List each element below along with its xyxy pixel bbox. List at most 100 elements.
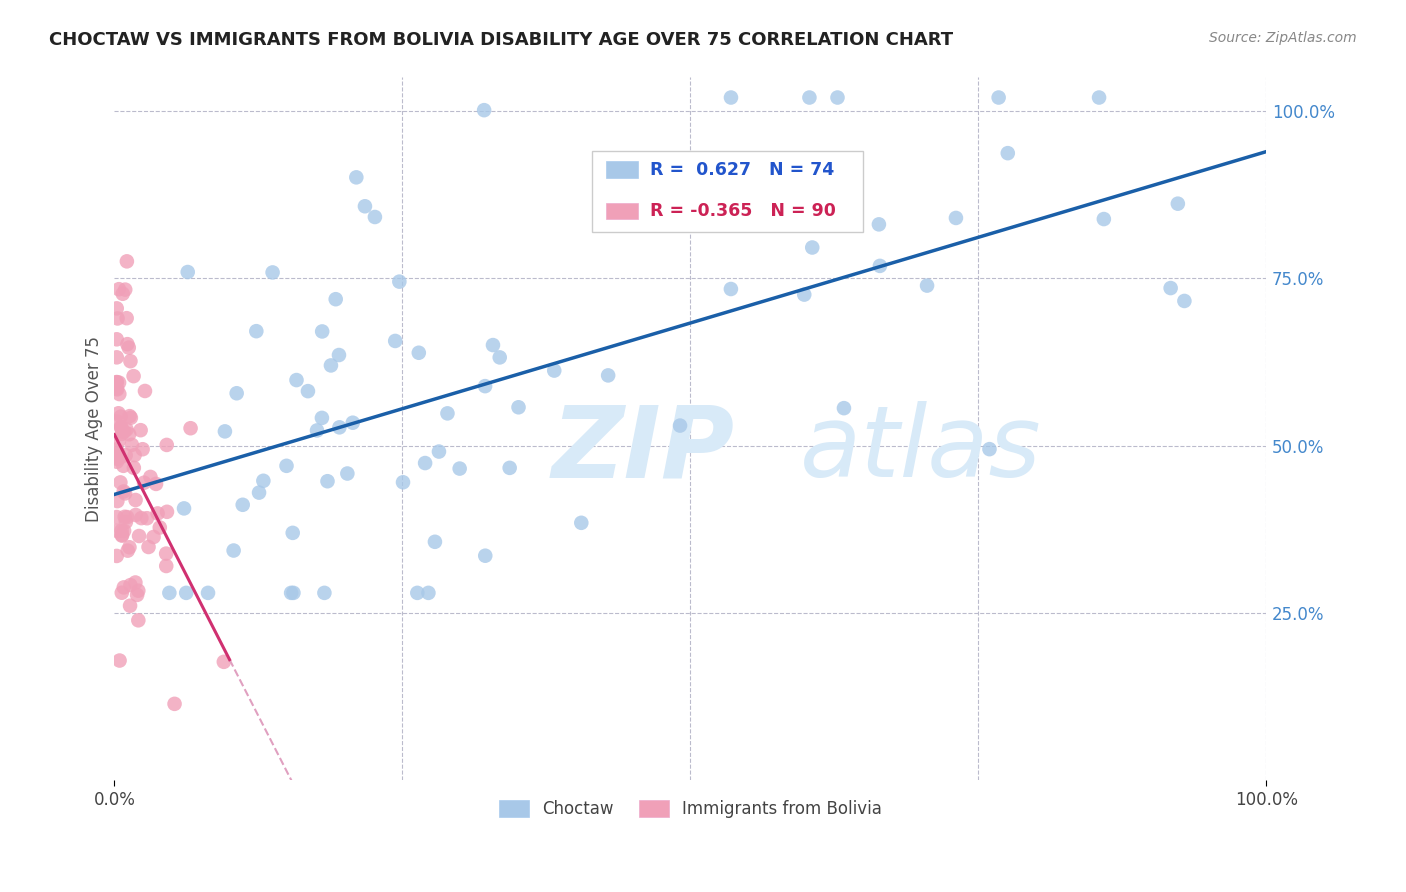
Point	[124, 448, 146, 462]
Point	[146, 507, 169, 521]
Point	[111, 425, 134, 439]
Point	[111, 286, 134, 301]
Point	[115, 311, 138, 326]
Point	[118, 409, 141, 424]
Point	[105, 381, 128, 395]
Point	[120, 410, 142, 425]
Point	[155, 559, 177, 574]
Point	[508, 401, 530, 415]
Text: R = -0.365   N = 90: R = -0.365 N = 90	[650, 202, 837, 220]
Text: atlas: atlas	[800, 401, 1042, 499]
Text: CHOCTAW VS IMMIGRANTS FROM BOLIVIA DISABILITY AGE OVER 75 CORRELATION CHART: CHOCTAW VS IMMIGRANTS FROM BOLIVIA DISAB…	[49, 31, 953, 49]
Point	[118, 541, 141, 555]
Point	[793, 287, 815, 301]
Point	[280, 586, 302, 600]
Point	[122, 369, 145, 384]
Point	[149, 520, 172, 534]
Point	[311, 410, 333, 425]
Text: ZIP: ZIP	[553, 401, 735, 499]
Point	[118, 341, 141, 355]
Point	[297, 384, 319, 398]
Point	[110, 409, 132, 424]
Point	[118, 427, 141, 442]
Point	[108, 450, 131, 465]
Point	[474, 549, 496, 563]
Point	[110, 475, 132, 490]
Point	[105, 494, 128, 508]
Point	[598, 368, 620, 383]
Point	[418, 586, 440, 600]
Point	[108, 387, 131, 401]
Point	[111, 524, 134, 538]
Point	[105, 375, 128, 389]
Point	[129, 423, 152, 437]
Point	[413, 456, 436, 470]
Point	[328, 348, 350, 362]
Point	[115, 422, 138, 436]
Point	[138, 540, 160, 554]
Point	[197, 586, 219, 600]
Point	[482, 338, 505, 352]
Point	[225, 386, 247, 401]
Point	[105, 510, 128, 524]
Point	[114, 486, 136, 500]
Legend: Choctaw, Immigrants from Bolivia: Choctaw, Immigrants from Bolivia	[492, 793, 889, 825]
Point	[384, 334, 406, 348]
Point	[105, 524, 128, 538]
Point	[127, 588, 149, 602]
Point	[247, 485, 270, 500]
Point	[392, 475, 415, 490]
Y-axis label: Disability Age Over 75: Disability Age Over 75	[86, 336, 103, 522]
Point	[801, 240, 824, 254]
Point	[105, 450, 128, 464]
Point	[342, 416, 364, 430]
Point	[336, 467, 359, 481]
Point	[115, 510, 138, 524]
Point	[108, 434, 131, 448]
Point	[163, 697, 186, 711]
Point	[156, 505, 179, 519]
Point	[112, 458, 135, 473]
Point	[105, 455, 128, 469]
Point	[915, 278, 938, 293]
Point	[124, 493, 146, 508]
Point	[328, 420, 350, 434]
Point	[117, 543, 139, 558]
Point	[314, 586, 336, 600]
Bar	[606, 161, 638, 178]
Point	[319, 359, 342, 373]
Point	[1092, 212, 1115, 227]
Point	[117, 337, 139, 351]
Point	[285, 373, 308, 387]
Point	[127, 583, 149, 598]
Point	[354, 199, 377, 213]
Point	[488, 351, 510, 365]
Point	[1167, 196, 1189, 211]
Point	[105, 301, 128, 316]
Point	[316, 474, 339, 488]
Point	[115, 515, 138, 529]
Point	[997, 146, 1019, 161]
Point	[177, 265, 200, 279]
Point	[155, 547, 177, 561]
Point	[979, 442, 1001, 457]
Point	[720, 282, 742, 296]
Point	[436, 406, 458, 420]
Point	[114, 448, 136, 462]
Point	[543, 363, 565, 377]
Point	[262, 265, 284, 279]
Point	[127, 613, 149, 627]
Point	[105, 375, 128, 389]
Point	[212, 655, 235, 669]
Point	[311, 325, 333, 339]
Point	[499, 461, 522, 475]
Point	[108, 282, 131, 296]
Point	[408, 345, 430, 359]
Point	[232, 498, 254, 512]
Point	[832, 401, 855, 416]
Point	[110, 420, 132, 434]
Point	[112, 524, 135, 538]
Text: Source: ZipAtlas.com: Source: ZipAtlas.com	[1209, 31, 1357, 45]
Point	[1160, 281, 1182, 295]
Point	[868, 218, 890, 232]
